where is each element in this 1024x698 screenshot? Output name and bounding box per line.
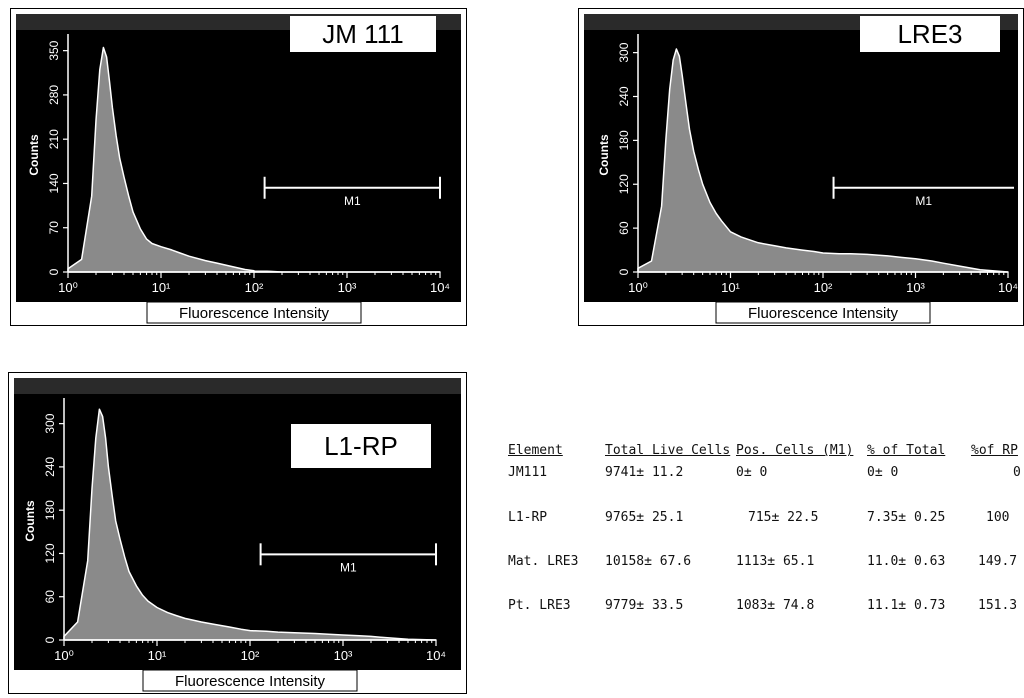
x-tick-label: 10¹: [152, 280, 171, 295]
y-tick-label: 180: [617, 130, 631, 150]
x-tick-label: 10²: [245, 280, 264, 295]
histogram-area: [67, 46, 441, 273]
y-axis-label: Counts: [27, 134, 41, 176]
y-tick-label: 280: [47, 85, 61, 105]
table-cell: 0± 0: [736, 465, 768, 480]
sample-label-box: [860, 16, 1000, 52]
x-tick-label: 10³: [338, 280, 357, 295]
histogram-area: [637, 48, 1009, 273]
histogram-jm111: 0 70 140 210 280 350 Counts 10⁰ 10¹ 10² 10³ 10⁴ M1 JM…: [10, 8, 467, 326]
table-cell: 1113± 65.1: [736, 554, 815, 569]
marker-m1-label: M1: [344, 194, 361, 208]
y-tick-label: 120: [617, 174, 631, 194]
histogram-lre3-svg: 0 60 120 180 240 300 Counts 10⁰ 10¹ 10² 10³ 10⁴ M1 LR…: [578, 8, 1024, 326]
table-cell: 9741± 11.2: [605, 465, 684, 480]
x-tick-label: 10¹: [721, 280, 740, 295]
table-cell: JM111: [508, 465, 548, 480]
sample-label: L1-RP: [324, 431, 398, 461]
table-cell: 715± 22.5: [748, 510, 819, 525]
sample-label-box: [290, 16, 436, 52]
x-tick-label: 10²: [814, 280, 833, 295]
histogram-l1rp: 0 60 120 180 240 300 Counts 10⁰ 10¹ 10² 10³ 10⁴ M1 L1…: [8, 372, 467, 694]
col-header: Total Live Cells: [605, 443, 731, 458]
results-table: Element Total Live Cells Pos. Cells (M1)…: [508, 443, 1024, 623]
sample-label-box: [291, 424, 431, 468]
histogram-jm111-svg: 0 70 140 210 280 350 Counts 10⁰ 10¹ 10² 10³ 10⁴ M1 JM…: [10, 8, 467, 326]
sample-label: LRE3: [897, 19, 962, 49]
x-tick-label: 10⁰: [54, 648, 74, 663]
table-cell: 7.35± 0.25: [867, 510, 946, 525]
y-tick-label: 300: [43, 413, 57, 433]
x-tick-label: 10³: [906, 280, 925, 295]
y-tick-label: 0: [47, 268, 61, 275]
y-axis-label: Counts: [597, 134, 611, 176]
x-tick-label: 10⁴: [998, 280, 1018, 295]
table-cell: 151.3: [978, 598, 1018, 613]
col-header: Pos. Cells (M1): [736, 443, 854, 458]
y-tick-label: 210: [47, 129, 61, 149]
x-axis-label: Fluorescence Intensity: [179, 305, 330, 322]
table-cell: 10158± 67.6: [605, 554, 692, 569]
table-cell: 11.1± 0.73: [867, 598, 946, 613]
x-tick-label: 10²: [241, 648, 260, 663]
x-axis-label: Fluorescence Intensity: [175, 673, 326, 690]
y-tick-label: 70: [47, 221, 61, 235]
histogram-l1rp-svg: 0 60 120 180 240 300 Counts 10⁰ 10¹ 10² 10³ 10⁴ M1 L1…: [8, 372, 467, 694]
x-tick-label: 10⁰: [58, 280, 78, 295]
x-tick-label: 10⁰: [628, 280, 648, 295]
table-cell: 149.7: [978, 554, 1018, 569]
table-cell: Mat. LRE3: [508, 554, 579, 569]
y-tick-label: 60: [617, 221, 631, 235]
col-header: Element: [508, 443, 563, 458]
table-cell: 9765± 25.1: [605, 510, 684, 525]
y-tick-label: 0: [43, 636, 57, 643]
y-tick-label: 240: [43, 457, 57, 477]
col-header: %of RP: [971, 443, 1018, 458]
histogram-area: [63, 408, 437, 641]
x-tick-label: 10¹: [148, 648, 167, 663]
table-cell: 11.0± 0.63: [867, 554, 946, 569]
col-header: % of Total: [867, 443, 946, 458]
table-cell: Pt. LRE3: [508, 598, 571, 613]
x-axis-label: Fluorescence Intensity: [748, 305, 899, 322]
table-cell: 9779± 33.5: [605, 598, 684, 613]
x-axis-label-box: [142, 669, 358, 692]
histogram-lre3: 0 60 120 180 240 300 Counts 10⁰ 10¹ 10² 10³ 10⁴ M1 LR…: [578, 8, 1024, 326]
y-tick-label: 0: [617, 268, 631, 275]
y-tick-label: 60: [43, 590, 57, 604]
table-cell: 0: [1013, 465, 1021, 480]
y-tick-label: 240: [617, 86, 631, 106]
title-strip: [14, 378, 461, 394]
marker-m1-label: M1: [340, 560, 357, 574]
y-tick-label: 350: [47, 40, 61, 60]
marker-m1-label: M1: [915, 194, 932, 208]
y-axis-label: Counts: [23, 500, 37, 542]
table-cell: 100: [986, 510, 1010, 525]
x-tick-label: 10³: [334, 648, 353, 663]
sample-label: JM 111: [322, 19, 403, 49]
x-tick-label: 10⁴: [430, 280, 450, 295]
y-tick-label: 300: [617, 42, 631, 62]
table-cell: 0± 0: [867, 465, 899, 480]
y-tick-label: 120: [43, 543, 57, 563]
table-cell: L1-RP: [508, 510, 548, 525]
x-axis-label-box: [715, 301, 931, 324]
x-tick-label: 10⁴: [426, 648, 446, 663]
y-tick-label: 180: [43, 500, 57, 520]
x-axis-label-box: [146, 301, 362, 324]
table-cell: 1083± 74.8: [736, 598, 815, 613]
y-tick-label: 140: [47, 173, 61, 193]
